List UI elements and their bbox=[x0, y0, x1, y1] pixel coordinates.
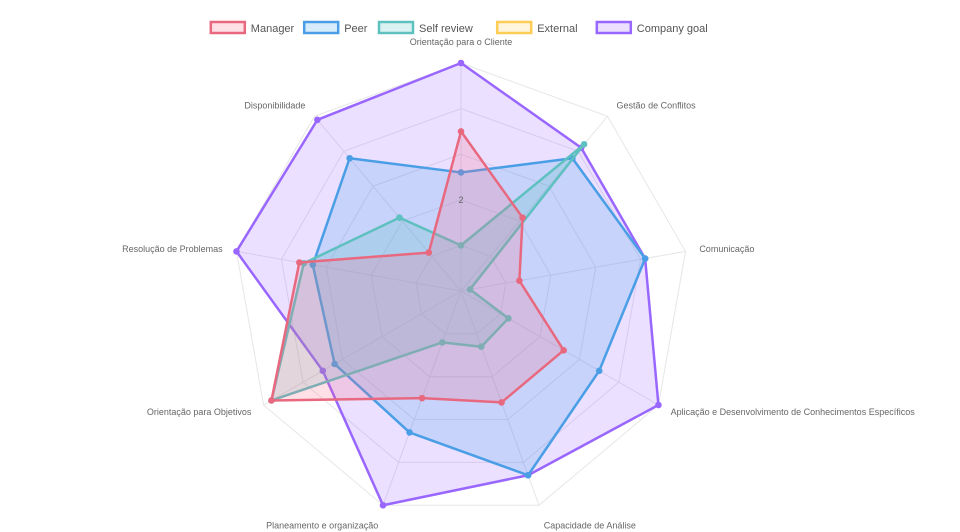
data-point-manager[interactable] bbox=[268, 397, 275, 404]
grid-ring bbox=[370, 199, 552, 378]
axis-labels: Orientação para o Cliente Gestão de Confl… bbox=[122, 37, 915, 530]
data-point-company-goal[interactable] bbox=[319, 367, 327, 375]
legend-label: Peer bbox=[344, 23, 368, 35]
series-area-company-goal bbox=[235, 61, 660, 507]
grid-ring bbox=[415, 244, 507, 335]
legend-swatch bbox=[595, 20, 633, 35]
data-point-self-review[interactable] bbox=[477, 343, 485, 351]
series-area-manager bbox=[270, 130, 565, 404]
grid-spoke bbox=[460, 290, 540, 506]
radar-series bbox=[233, 59, 662, 509]
series-peer bbox=[309, 154, 649, 479]
data-point-peer[interactable] bbox=[331, 360, 338, 368]
series-manager bbox=[268, 128, 567, 406]
grid-ring bbox=[235, 62, 687, 506]
axis-label: Gestão de Conflitos bbox=[617, 101, 697, 111]
data-point-self-review[interactable] bbox=[457, 242, 465, 249]
series-area-peer bbox=[311, 157, 647, 477]
data-point-self-review[interactable] bbox=[580, 140, 588, 148]
radar-tick-labels: 2 bbox=[458, 195, 463, 205]
data-point-manager[interactable] bbox=[457, 128, 465, 135]
grid-spoke bbox=[236, 250, 462, 292]
data-point-manager[interactable] bbox=[498, 399, 505, 406]
data-point-peer[interactable] bbox=[641, 255, 649, 262]
data-point-peer[interactable] bbox=[406, 429, 413, 436]
grid-ring bbox=[325, 153, 597, 421]
data-point-manager[interactable] bbox=[519, 214, 526, 221]
data-point-company-goal[interactable] bbox=[379, 501, 387, 509]
legend: Manager Peer Self review External Company go… bbox=[209, 20, 708, 35]
legend-item-peer[interactable]: Peer bbox=[302, 20, 368, 35]
data-point-company-goal[interactable] bbox=[233, 248, 240, 255]
axis-label: Aplicação e Desenvolvimento de Conhecime… bbox=[671, 407, 916, 417]
data-point-company-goal[interactable] bbox=[314, 116, 321, 124]
radar-grid bbox=[235, 62, 687, 506]
data-point-company-goal[interactable] bbox=[457, 59, 465, 67]
axis-label: Orientação para Objetivos bbox=[147, 407, 252, 417]
legend-item-manager[interactable]: Manager bbox=[209, 20, 295, 35]
grid-spoke bbox=[314, 116, 462, 292]
legend-label: Self review bbox=[419, 23, 473, 35]
legend-swatch bbox=[495, 20, 533, 35]
grid-spoke bbox=[460, 290, 659, 406]
axis-label: Disponibilidade bbox=[244, 101, 305, 111]
legend-label: Manager bbox=[251, 23, 295, 35]
legend-item-company-goal[interactable]: Company goal bbox=[595, 20, 708, 35]
data-point-self-review[interactable] bbox=[438, 339, 446, 346]
axis-label: Comunicação bbox=[699, 244, 754, 254]
data-point-manager[interactable] bbox=[425, 249, 433, 256]
data-point-manager[interactable] bbox=[296, 259, 303, 266]
data-point-peer[interactable] bbox=[524, 471, 532, 479]
grid-spoke bbox=[263, 290, 462, 406]
data-point-peer[interactable] bbox=[595, 367, 603, 375]
data-point-peer[interactable] bbox=[457, 169, 465, 176]
series-area-self-review bbox=[270, 143, 586, 402]
tick-label: 2 bbox=[458, 195, 463, 205]
data-point-self-review[interactable] bbox=[466, 286, 474, 293]
data-point-peer[interactable] bbox=[346, 154, 353, 162]
legend-swatch bbox=[377, 20, 415, 35]
legend-item-external[interactable]: External bbox=[495, 20, 578, 35]
legend-label: Company goal bbox=[637, 23, 708, 35]
grid-ring bbox=[280, 108, 642, 463]
axis-label: Capacidade de Análise bbox=[544, 520, 636, 530]
axis-label: Resolução de Problemas bbox=[122, 244, 223, 254]
data-point-manager[interactable] bbox=[418, 394, 426, 402]
legend-item-self-review[interactable]: Self review bbox=[377, 20, 473, 35]
data-point-self-review[interactable] bbox=[505, 315, 512, 322]
axis-label: Planeamento e organização bbox=[266, 520, 378, 530]
data-point-company-goal[interactable] bbox=[655, 401, 662, 409]
legend-label: External bbox=[537, 23, 577, 35]
data-point-manager[interactable] bbox=[516, 277, 523, 285]
data-point-manager[interactable] bbox=[560, 346, 567, 354]
legend-swatch bbox=[302, 20, 340, 35]
legend-swatch bbox=[209, 20, 247, 35]
data-point-self-review[interactable] bbox=[396, 214, 403, 221]
axis-label: Orientação para o Cliente bbox=[410, 37, 513, 47]
